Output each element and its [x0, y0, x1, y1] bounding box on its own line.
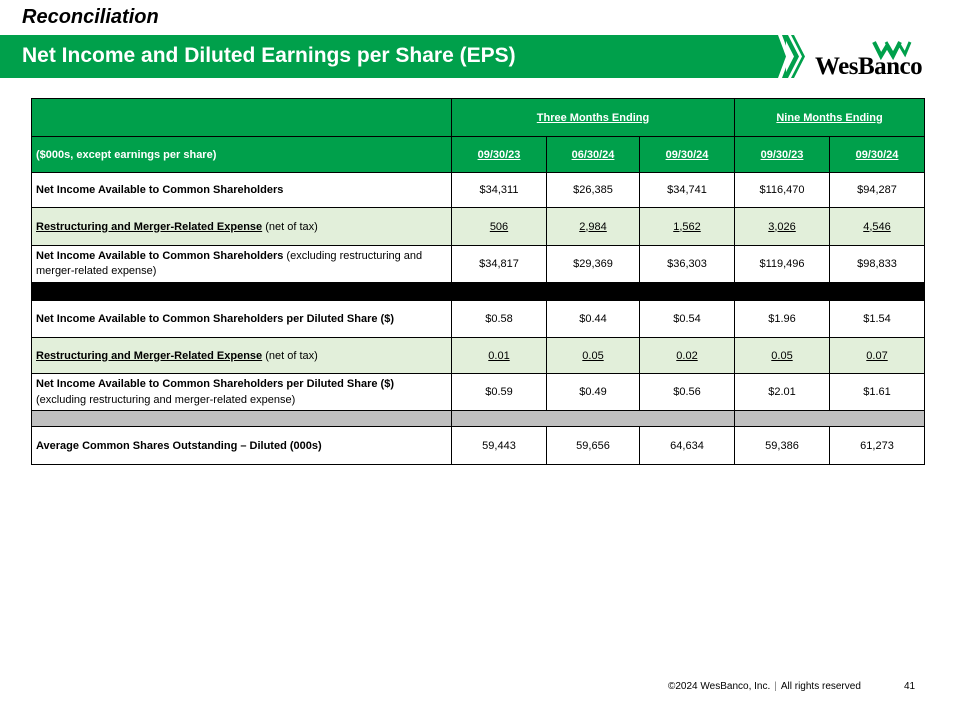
row-value: $2.01 — [734, 373, 830, 411]
row-value: $119,496 — [734, 245, 830, 283]
group-three-months: Three Months Ending — [451, 98, 735, 137]
row-value: $94,287 — [828, 172, 926, 208]
grey-band — [451, 410, 735, 427]
row-value: $1.61 — [828, 373, 926, 411]
separator-row — [31, 410, 926, 427]
row-value: 4,546 — [828, 207, 926, 246]
row-value: $0.44 — [546, 300, 640, 338]
logo-text: WesBanco — [815, 53, 923, 80]
row-value: 64,634 — [639, 426, 735, 465]
group-header-row: Three Months Ending Nine Months Ending — [31, 98, 926, 137]
col-header: 09/30/23 — [734, 136, 830, 173]
table-row: Net Income Available to Common Sharehold… — [31, 373, 926, 411]
table-row: Net Income Available to Common Sharehold… — [31, 300, 926, 338]
row-value: $1.96 — [734, 300, 830, 338]
row-label: Restructuring and Merger-Related Expense… — [31, 207, 452, 246]
row-value: 3,026 — [734, 207, 830, 246]
row-value: $116,470 — [734, 172, 830, 208]
grey-band — [31, 410, 452, 427]
table-row: Restructuring and Merger-Related Expense… — [31, 207, 926, 246]
row-value: $29,369 — [546, 245, 640, 283]
row-label: Net Income Available to Common Sharehold… — [31, 300, 452, 338]
col-header: 06/30/24 — [546, 136, 640, 173]
row-label: Restructuring and Merger-Related Expense… — [31, 337, 452, 374]
row-value: $1.54 — [828, 300, 926, 338]
col-header: 09/30/24 — [828, 136, 926, 173]
row-value: $26,385 — [546, 172, 640, 208]
footer: ©2024 WesBanco, Inc. | All rights reserved — [668, 681, 861, 692]
table-row: Net Income Available to Common Sharehold… — [31, 172, 926, 208]
unit-label: ($000s, except earnings per share) — [31, 136, 452, 173]
row-value: 0.05 — [546, 337, 640, 374]
separator-row — [30, 282, 926, 301]
row-label: Average Common Shares Outstanding – Dilu… — [31, 426, 452, 465]
row-value: 0.02 — [639, 337, 735, 374]
row-value: 0.07 — [828, 337, 926, 374]
row-label: Net Income Available to Common Sharehold… — [31, 172, 452, 208]
row-value: 1,562 — [639, 207, 735, 246]
row-value: 0.05 — [734, 337, 830, 374]
table-row: Net Income Available to Common Sharehold… — [31, 245, 926, 283]
group-nine-months: Nine Months Ending — [733, 98, 926, 137]
reconciliation-table: Three Months Ending Nine Months Ending (… — [30, 98, 926, 465]
row-value: $0.49 — [546, 373, 640, 411]
header-blank — [31, 98, 452, 137]
row-value: 59,656 — [546, 426, 640, 465]
row-label: Net Income Available to Common Sharehold… — [31, 373, 452, 411]
page-number: 41 — [904, 681, 916, 692]
column-header-row: ($000s, except earnings per share) 09/30… — [31, 136, 926, 173]
row-value: 0.01 — [451, 337, 547, 374]
row-value: 61,273 — [828, 426, 926, 465]
grey-band — [733, 410, 926, 427]
footer-separator: | — [774, 681, 777, 692]
row-value: $34,311 — [451, 172, 547, 208]
footer-copyright: ©2024 WesBanco, Inc. — [668, 681, 771, 692]
banner-chevron-icon — [783, 35, 805, 78]
row-value: $0.56 — [639, 373, 735, 411]
row-value: $0.59 — [451, 373, 547, 411]
row-value: 2,984 — [546, 207, 640, 246]
row-value: 59,443 — [451, 426, 547, 465]
row-value: $0.58 — [451, 300, 547, 338]
table-row: Average Common Shares Outstanding – Dilu… — [31, 426, 926, 465]
row-value: $0.54 — [639, 300, 735, 338]
row-value: $34,741 — [639, 172, 735, 208]
row-value: 59,386 — [734, 426, 830, 465]
section-title: Reconciliation — [22, 6, 159, 28]
row-value: $36,303 — [639, 245, 735, 283]
separator-band — [30, 282, 926, 301]
col-header: 09/30/24 — [639, 136, 735, 173]
row-label: Net Income Available to Common Sharehold… — [31, 245, 452, 283]
row-value: 506 — [451, 207, 547, 246]
footer-rights: All rights reserved — [780, 681, 861, 692]
page-title: Net Income and Diluted Earnings per Shar… — [22, 44, 516, 67]
wesbanco-logo-icon — [872, 41, 912, 60]
row-value: $34,817 — [451, 245, 547, 283]
col-header: 09/30/23 — [451, 136, 547, 173]
table-row: Restructuring and Merger-Related Expense… — [31, 337, 926, 374]
row-value: $98,833 — [828, 245, 926, 283]
